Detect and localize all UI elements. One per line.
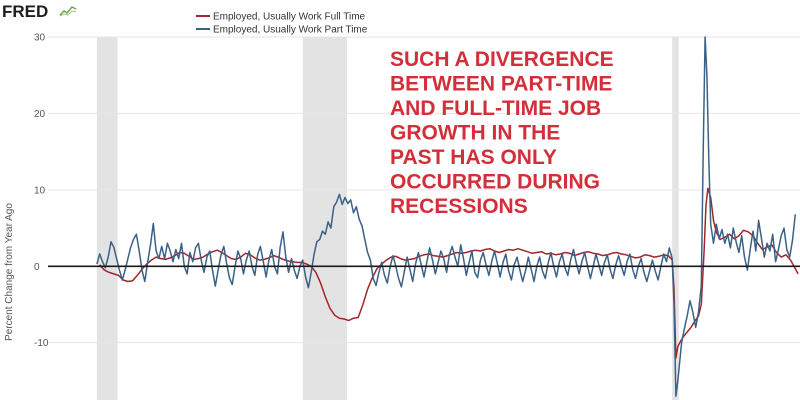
annotation-line: PAST HAS ONLY [390,146,557,169]
y-tick-labels: -10 0 10 20 30 [34,33,49,350]
series-lines [96,36,799,397]
y-tick-label: 0 [34,262,40,273]
recession-band [96,37,118,400]
annotation-line: AND FULL-TIME JOB [390,97,601,120]
y-tick-label: 30 [34,33,46,44]
annotation-line: OCCURRED DURING [390,171,600,194]
annotation-line: BETWEEN PART-TIME [390,73,612,96]
recession-band [302,37,347,400]
y-tick-label: -10 [34,338,49,349]
fred-chart-icon [59,6,77,17]
legend-label-part-time: Employed, Usually Work Part Time [213,25,368,36]
fred-logo: FRED [2,2,77,21]
series-line-part-time [96,36,797,397]
y-tick-label: 10 [34,185,46,196]
recession-bands [96,37,679,400]
y-tick-label: 20 [34,109,46,120]
legend-label-full-time: Employed, Usually Work Full Time [213,12,366,23]
annotation-line: GROWTH IN THE [390,122,560,145]
legend: Employed, Usually Work Full Time Employe… [196,12,368,36]
y-axis-label: Percent Change from Year Ago [4,203,15,341]
annotation-line: RECESSIONS [390,195,528,218]
annotation-line: SUCH A DIVERGENCE [390,48,614,71]
fred-logo-text: FRED [2,2,48,21]
recession-band [672,37,679,400]
